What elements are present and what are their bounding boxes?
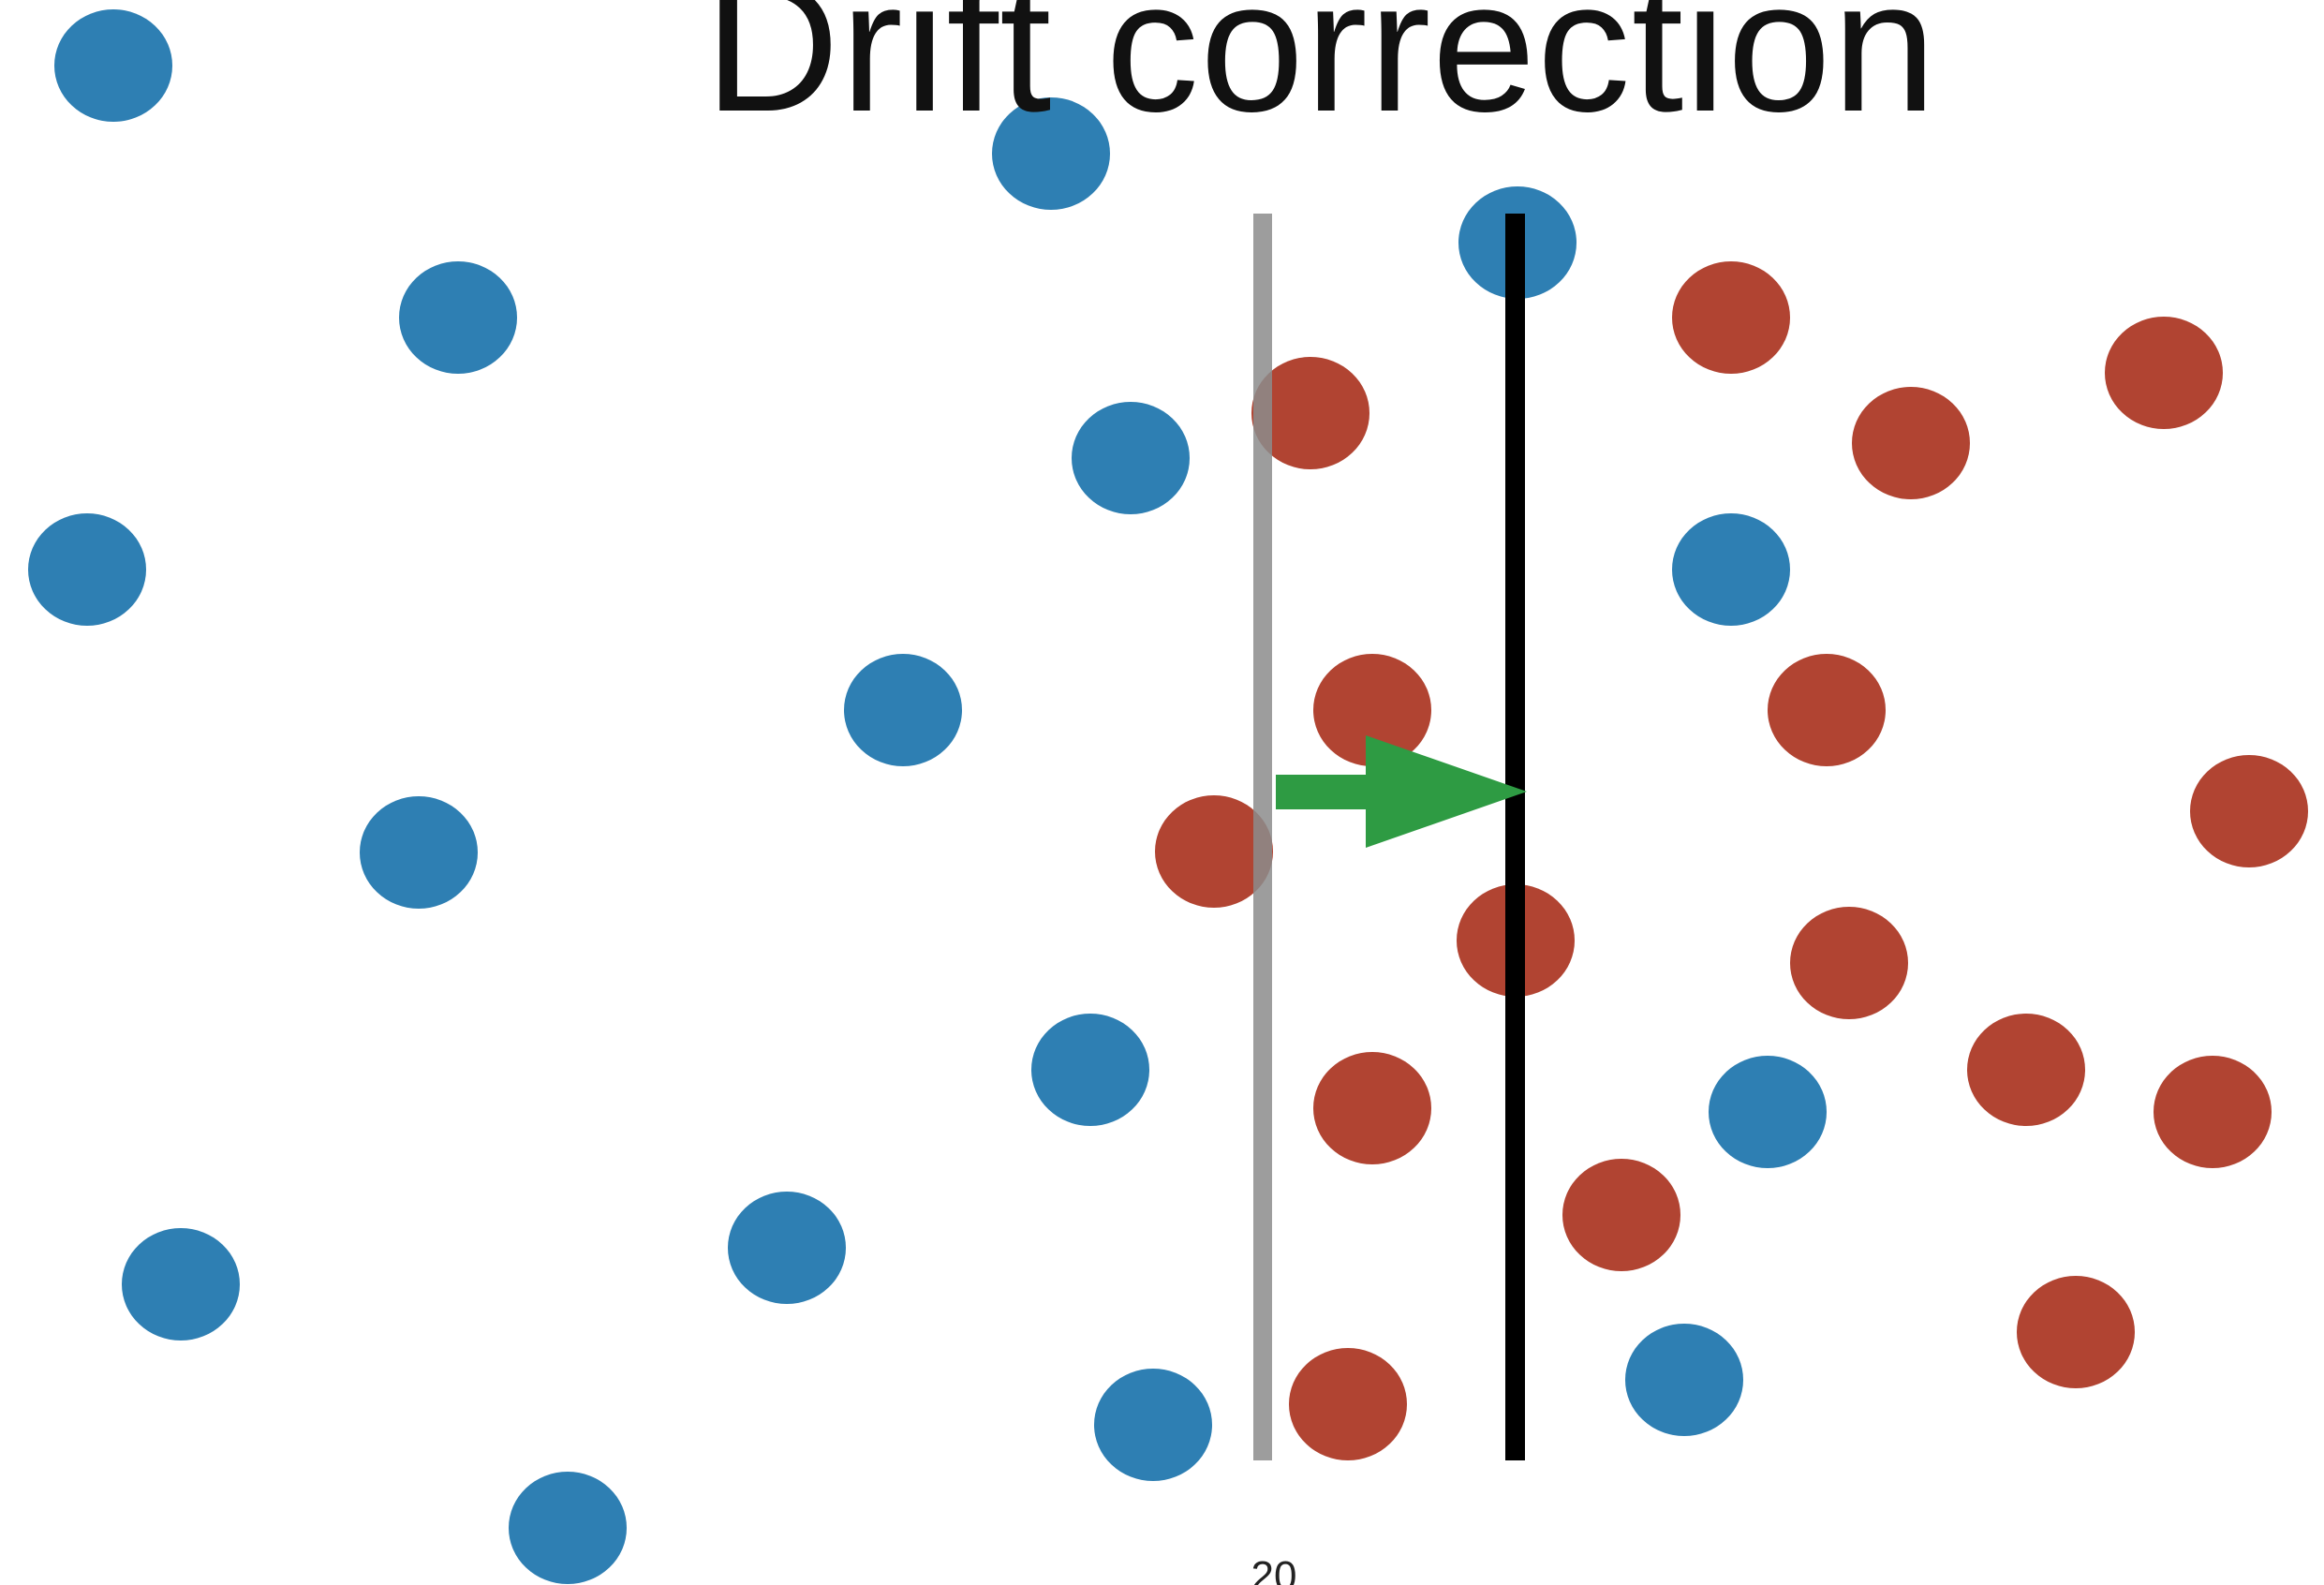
red-sample-dot — [1289, 1348, 1407, 1460]
red-sample-dot — [1852, 387, 1970, 499]
red-sample-dot — [1313, 1052, 1431, 1164]
previous-boundary-line — [1253, 214, 1272, 1460]
blue-sample-dot — [1709, 1056, 1827, 1168]
blue-sample-dot — [54, 9, 172, 122]
blue-sample-dot — [509, 1472, 627, 1584]
blue-sample-dot — [1072, 402, 1190, 514]
red-sample-dot — [2154, 1056, 2272, 1168]
red-sample-dot — [1251, 357, 1369, 469]
blue-sample-dot — [992, 97, 1110, 210]
red-sample-dot — [2105, 317, 2223, 429]
red-sample-dot — [1562, 1159, 1680, 1271]
red-sample-dot — [2017, 1276, 2135, 1388]
drift-arrow-head — [1366, 735, 1527, 848]
blue-sample-dot — [1672, 513, 1790, 626]
blue-sample-dot — [844, 654, 962, 766]
red-sample-dot — [1768, 654, 1886, 766]
blue-sample-dot — [1625, 1324, 1743, 1436]
red-sample-dot — [2190, 755, 2308, 867]
corrected-boundary-line — [1505, 214, 1525, 1460]
red-sample-dot — [1967, 1014, 2085, 1126]
red-sample-dot — [1790, 907, 1908, 1019]
red-sample-dot — [1313, 654, 1431, 766]
red-sample-dot — [1672, 261, 1790, 374]
blue-sample-dot — [360, 796, 478, 909]
blue-sample-dot — [122, 1228, 240, 1341]
blue-sample-dot — [28, 513, 146, 626]
drift-arrow-shaft — [1276, 775, 1371, 809]
page-number: 20 — [1251, 1553, 1297, 1585]
slide-title: Drift correction — [703, 0, 1938, 151]
blue-sample-dot — [1094, 1369, 1212, 1481]
red-sample-dot — [1155, 795, 1273, 908]
blue-sample-dot — [1031, 1014, 1149, 1126]
blue-sample-dot — [728, 1192, 846, 1304]
blue-sample-dot — [399, 261, 517, 374]
